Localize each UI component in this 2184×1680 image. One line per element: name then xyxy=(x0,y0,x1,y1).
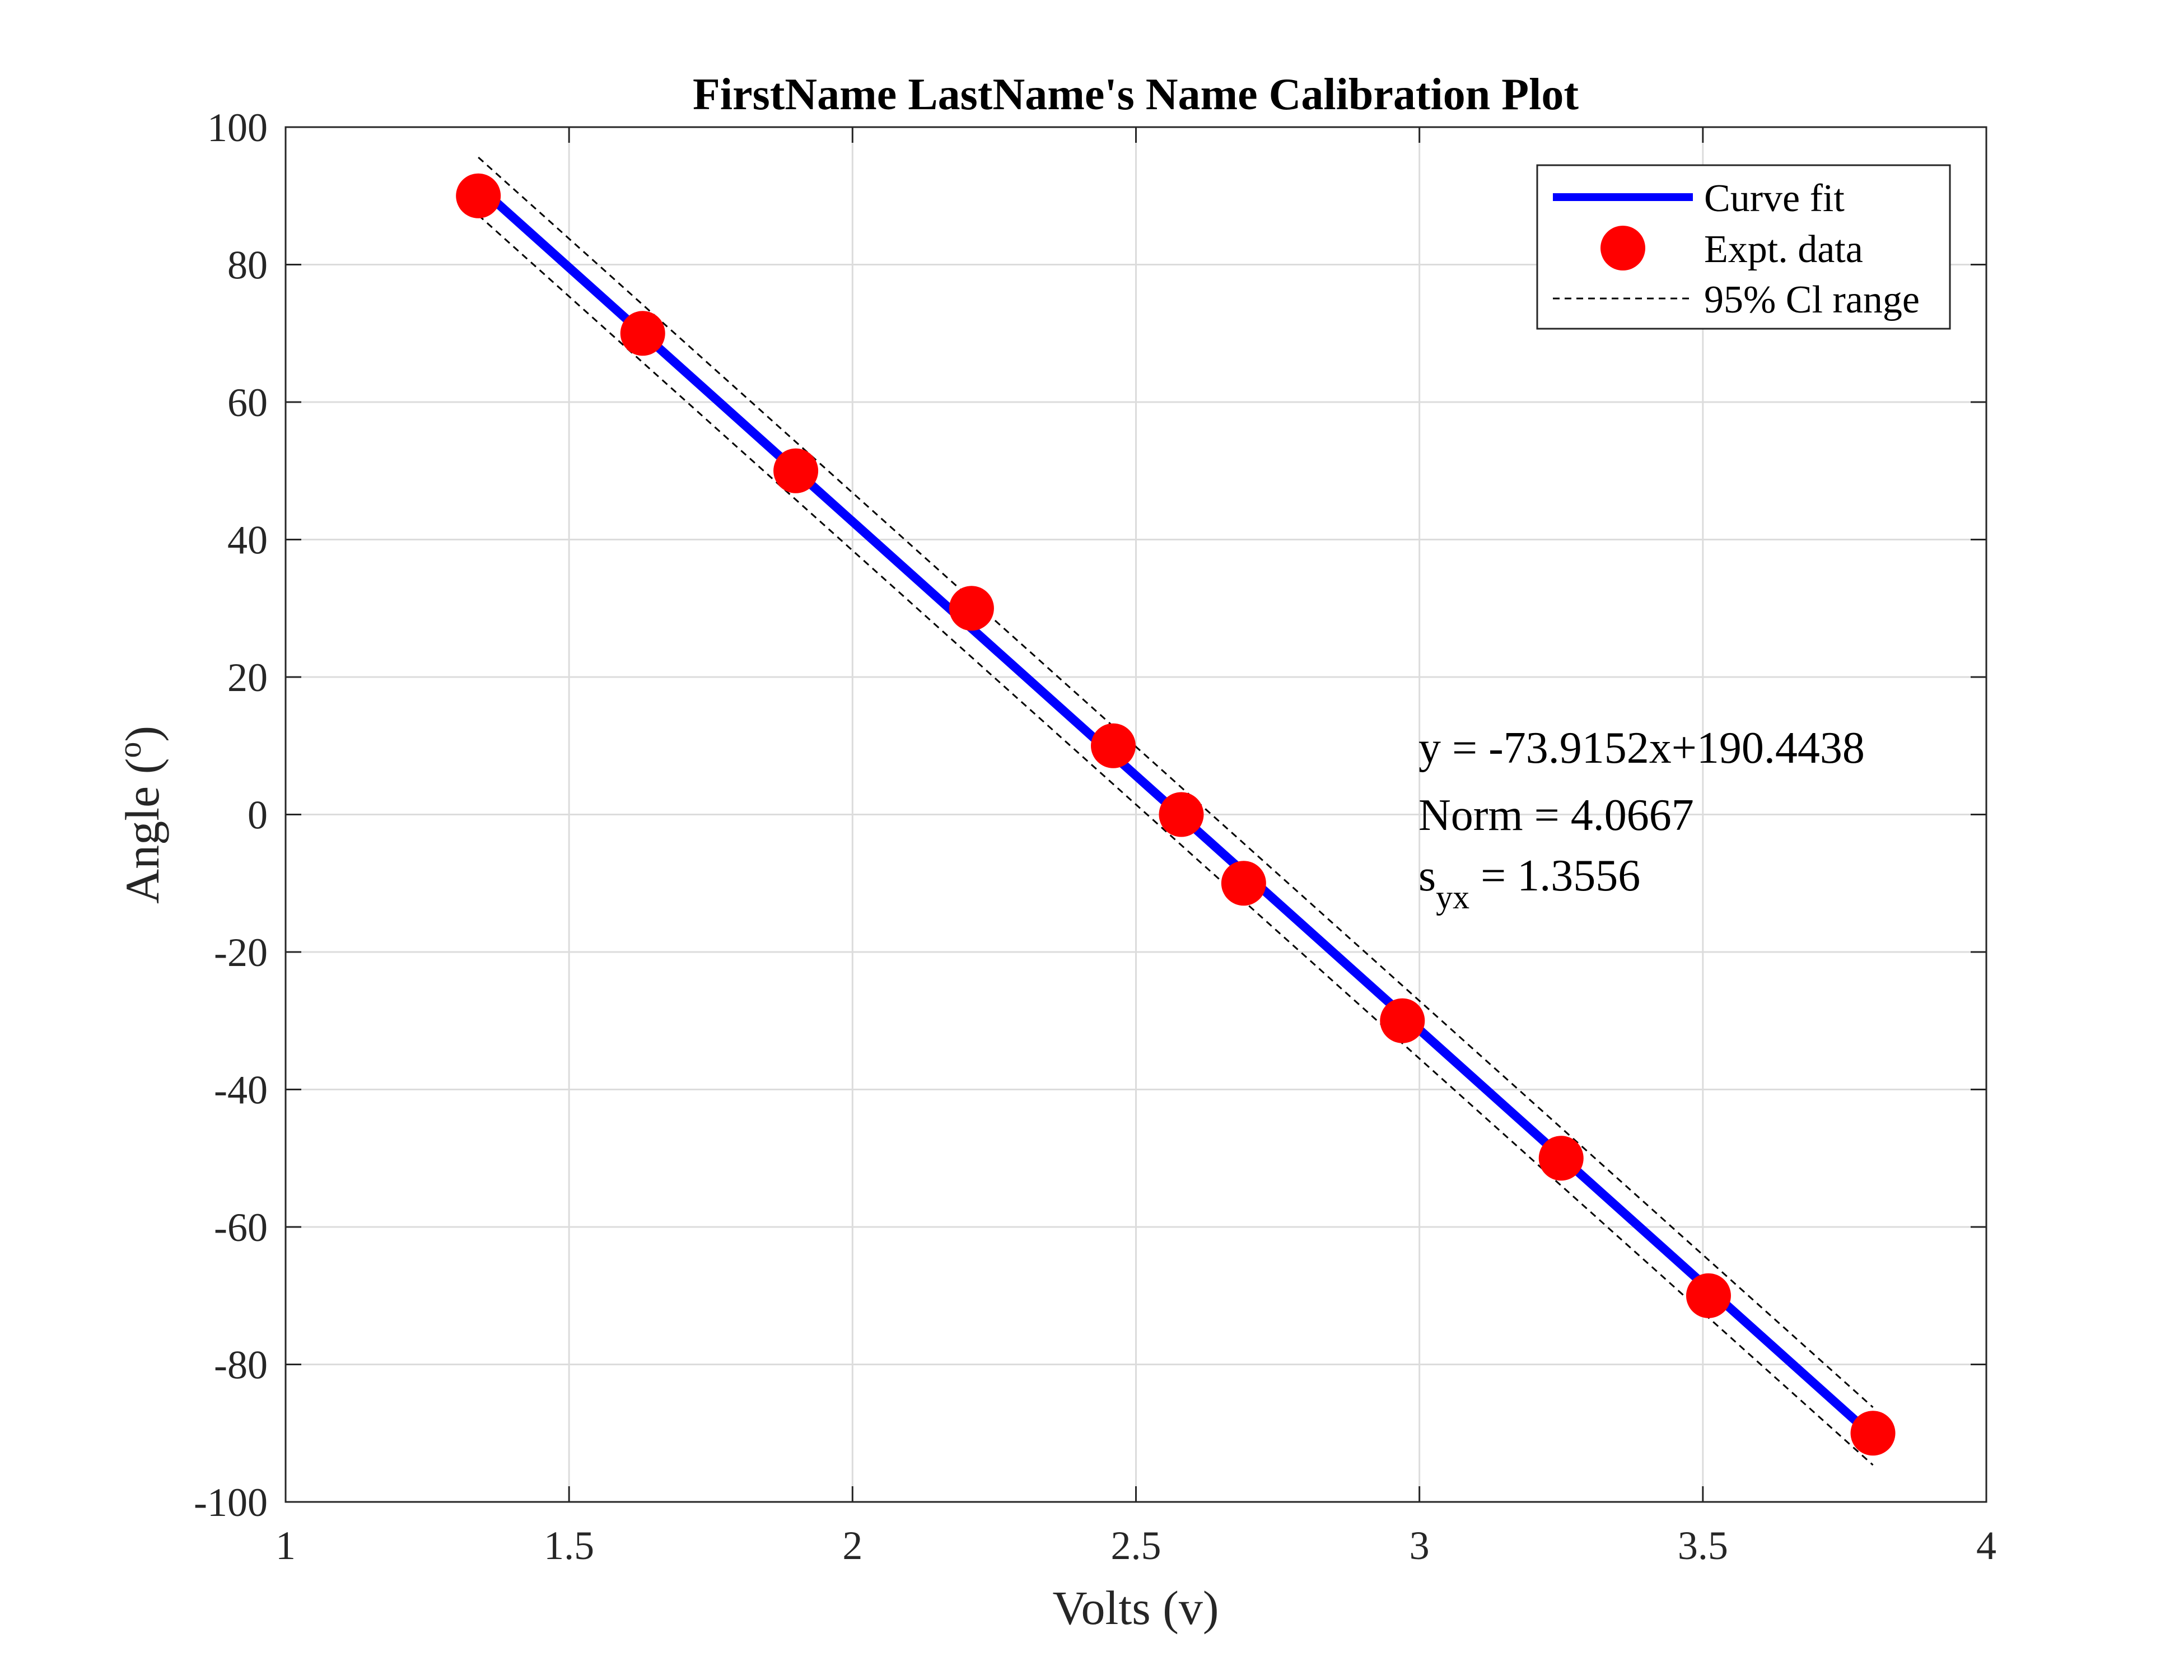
x-tick-label: 1 xyxy=(276,1523,296,1568)
grid-lines xyxy=(286,127,1986,1502)
fit-equation: y = -73.9152x+190.4438 xyxy=(1418,724,1865,773)
x-axis-label: Volts (v) xyxy=(1052,1581,1219,1635)
y-tick-label: -100 xyxy=(194,1480,268,1525)
legend-ci-range-label: 95% Cl range xyxy=(1704,278,1920,321)
data-point xyxy=(773,448,819,493)
fit-syx-value: = 1.3556 xyxy=(1469,851,1640,900)
data-point xyxy=(1686,1273,1731,1318)
x-tick-label: 4 xyxy=(1976,1523,1996,1568)
x-tick-label: 3 xyxy=(1410,1523,1430,1568)
data-point xyxy=(456,173,501,218)
legend: Curve fit Expt. data 95% Cl range xyxy=(1536,164,1951,330)
ci-upper-line xyxy=(478,156,1874,1408)
y-tick-label: 20 xyxy=(227,655,268,700)
data-point xyxy=(1159,792,1204,837)
fit-annotation: y = -73.9152x+190.4438 Norm = 4.0667 syx… xyxy=(1418,724,1865,916)
y-axis-label-close: ) xyxy=(115,726,169,742)
y-tick-label: 80 xyxy=(227,243,268,288)
fit-syx-subscript: yx xyxy=(1436,879,1469,916)
x-tick-label: 3.5 xyxy=(1678,1523,1728,1568)
axis-ticks xyxy=(284,126,1987,1503)
y-tick-label: 0 xyxy=(248,793,268,838)
y-tick-labels: -100 -80 -60 -40 -20 0 20 40 60 80 100 xyxy=(194,105,268,1525)
fit-syx: syx = 1.3556 xyxy=(1418,851,1640,916)
y-tick-label: -80 xyxy=(214,1343,268,1388)
data-point xyxy=(620,311,665,356)
y-axis-label-main: Angle ( xyxy=(115,758,169,904)
data-point xyxy=(1850,1411,1896,1456)
fit-syx-symbol: s xyxy=(1418,851,1436,900)
ci-lower-line xyxy=(478,214,1874,1466)
confidence-band xyxy=(478,156,1874,1466)
data-point xyxy=(1538,1136,1584,1181)
experimental-data-markers xyxy=(456,173,1896,1456)
legend-expt-data-swatch xyxy=(1600,226,1645,270)
y-tick-label: 60 xyxy=(227,380,268,425)
y-tick-label: 100 xyxy=(207,105,268,150)
x-tick-label: 1.5 xyxy=(544,1523,594,1568)
data-point xyxy=(1091,723,1136,768)
y-tick-label: -60 xyxy=(214,1205,268,1250)
fit-norm: Norm = 4.0667 xyxy=(1418,791,1694,840)
legend-expt-data-label: Expt. data xyxy=(1704,228,1863,271)
data-point xyxy=(1380,998,1425,1043)
data-point xyxy=(949,586,994,631)
x-tick-labels: 1 1.5 2 2.5 3 3.5 4 xyxy=(276,1523,1996,1568)
y-axis-label-sup: o xyxy=(111,742,148,758)
data-point xyxy=(1221,861,1266,906)
chart-title: FirstName LastName's Name Calibration Pl… xyxy=(693,70,1579,119)
y-tick-label: -20 xyxy=(214,930,268,975)
y-tick-label: 40 xyxy=(227,518,268,563)
x-tick-label: 2 xyxy=(842,1523,862,1568)
legend-curve-fit-label: Curve fit xyxy=(1704,177,1845,220)
y-axis-label: Angle (o) xyxy=(111,726,169,904)
x-tick-label: 2.5 xyxy=(1111,1523,1161,1568)
y-tick-label: -40 xyxy=(214,1068,268,1113)
